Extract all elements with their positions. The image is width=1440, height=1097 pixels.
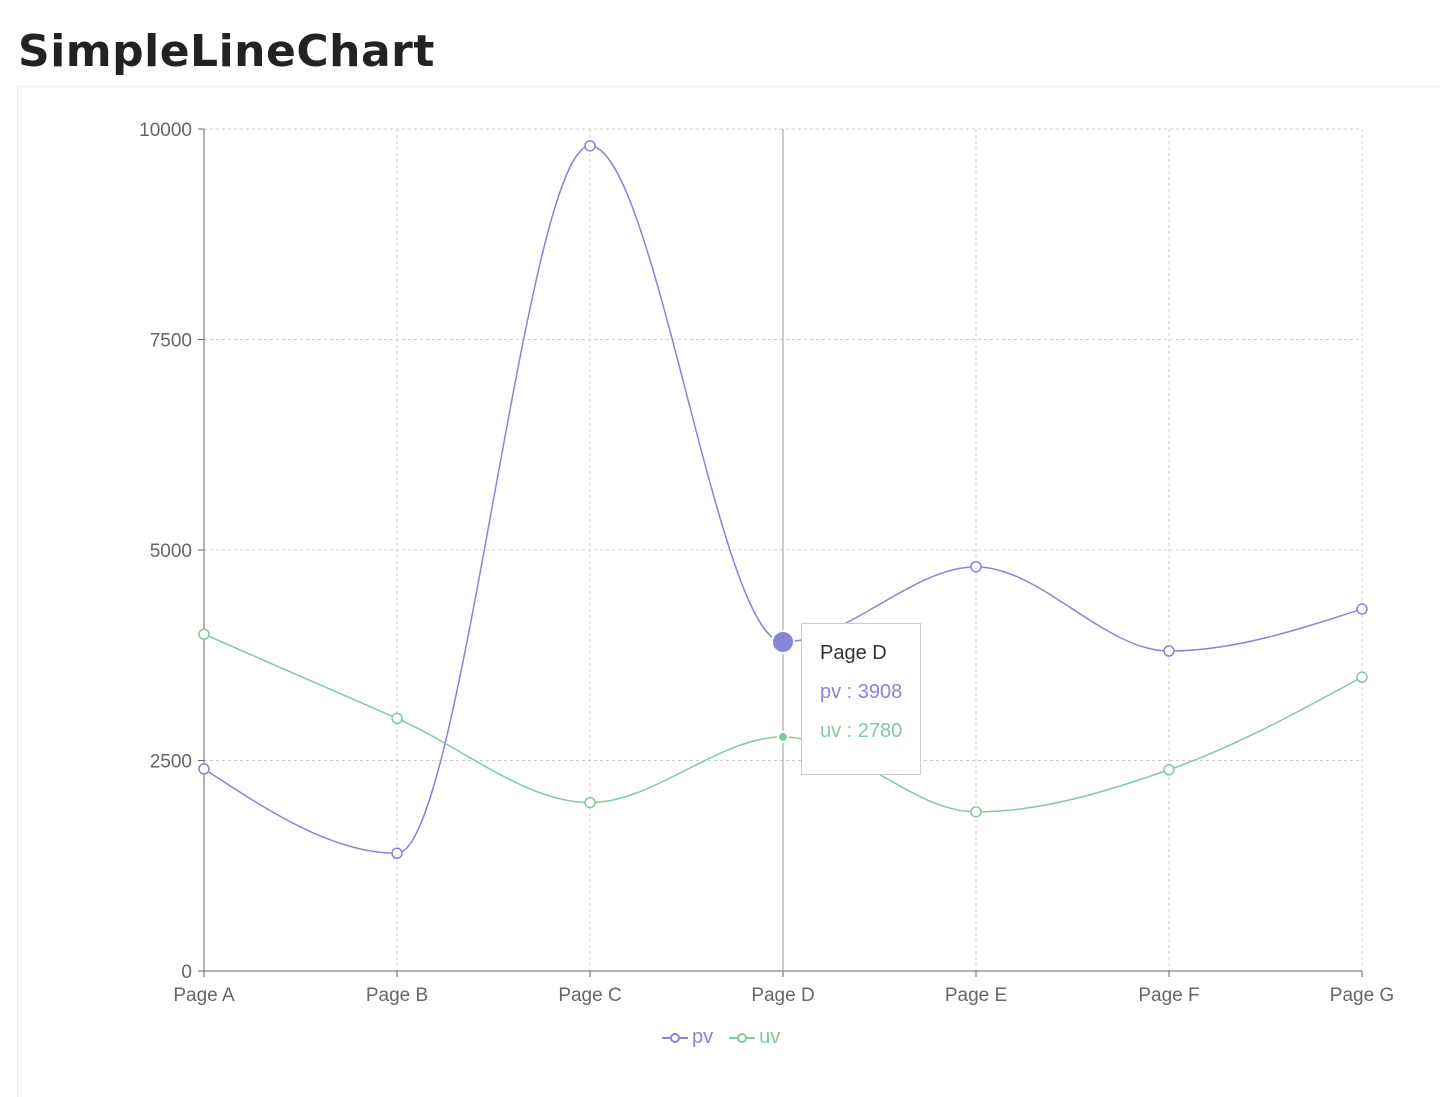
data-point-pv xyxy=(1163,645,1175,657)
tooltip: Page D pv : 3908 uv : 2780 xyxy=(801,623,921,775)
chart-container xyxy=(17,86,1440,1097)
data-point-uv xyxy=(391,712,403,725)
y-tick-label: 2500 xyxy=(150,752,192,773)
data-point-pv xyxy=(1356,603,1368,615)
data-point-uv xyxy=(1163,764,1175,776)
legend-item-uv[interactable]: uv xyxy=(729,1026,780,1049)
legend-item-pv[interactable]: pv xyxy=(662,1026,713,1049)
page-title: SimpleLineChart xyxy=(18,26,435,77)
data-point-uv xyxy=(198,628,210,640)
legend-label-uv: uv xyxy=(759,1026,781,1048)
legend-uv-icon xyxy=(729,1032,756,1043)
x-tick-label: Page D xyxy=(751,985,814,1006)
tooltip-pv: pv : 3908 xyxy=(820,681,903,703)
data-point-pv xyxy=(198,763,210,775)
data-point-pv xyxy=(970,561,982,573)
data-point-pv xyxy=(391,847,403,860)
x-tick-label: Page C xyxy=(558,985,621,1006)
data-point-uv xyxy=(1356,671,1368,683)
legend: pv uv xyxy=(662,1026,780,1049)
tooltip-label: Page D xyxy=(820,642,887,664)
data-point-uv xyxy=(970,806,982,818)
x-tick-label: Page A xyxy=(173,985,235,1006)
x-tick-label: Page F xyxy=(1138,985,1199,1006)
x-tick-label: Page E xyxy=(945,985,1007,1006)
y-tick-label: 0 xyxy=(181,962,192,983)
y-tick-label: 5000 xyxy=(150,541,192,562)
active-dot-uv xyxy=(777,730,789,743)
tooltip-uv: uv : 2780 xyxy=(820,720,903,742)
y-tick-label: 7500 xyxy=(150,331,192,352)
series-line-pv xyxy=(203,145,1363,855)
active-dot-pv xyxy=(771,629,795,654)
legend-label-pv: pv xyxy=(692,1026,714,1048)
legend-pv-icon xyxy=(662,1032,688,1043)
y-tick-label: 10000 xyxy=(139,120,192,141)
data-point-pv xyxy=(584,140,596,152)
x-tick-label: Page G xyxy=(1330,985,1394,1006)
x-tick-label: Page B xyxy=(366,985,428,1006)
data-point-uv xyxy=(584,796,596,809)
